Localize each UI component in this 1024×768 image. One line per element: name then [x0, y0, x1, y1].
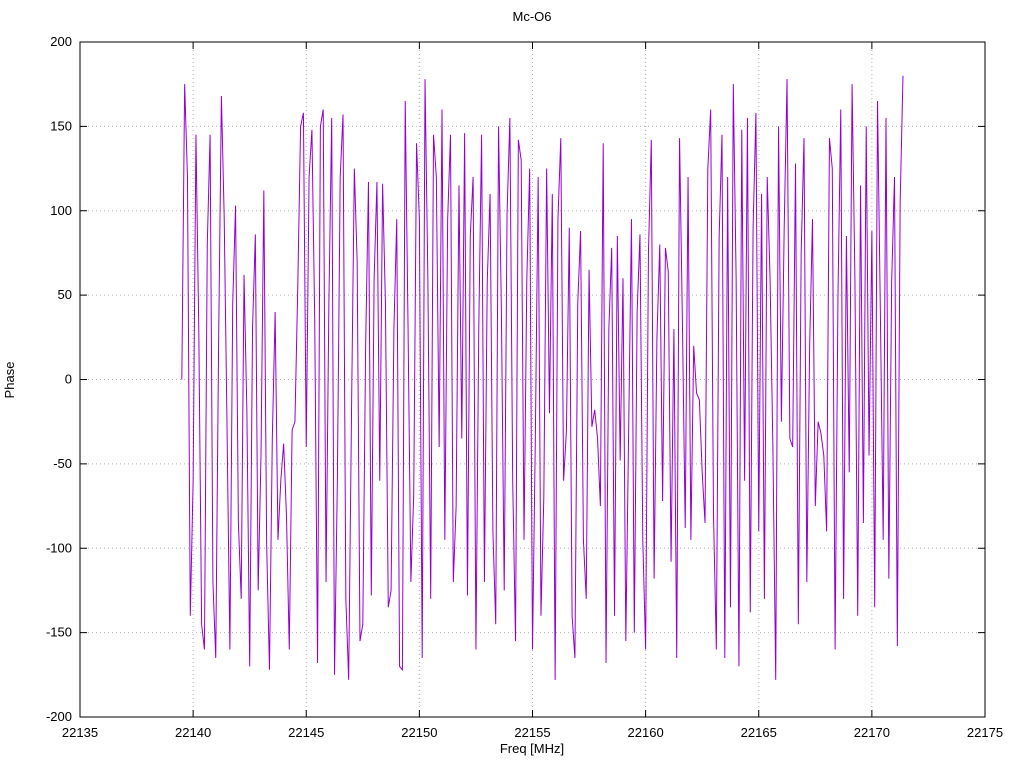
- x-tick-label: 22160: [628, 725, 664, 740]
- x-tick-label: 22170: [854, 725, 890, 740]
- axis-label-layer: Mc-O6 Freq [MHz] Phase: [2, 9, 564, 756]
- y-tick-label: -150: [46, 625, 72, 640]
- y-tick-label: 100: [50, 203, 72, 218]
- y-tick-label: -100: [46, 540, 72, 555]
- y-tick-label: 150: [50, 118, 72, 133]
- data-layer: [181, 75, 904, 680]
- y-tick-label: -200: [46, 709, 72, 724]
- x-tick-label: 22175: [967, 725, 1003, 740]
- phase-data-line: [181, 75, 904, 680]
- y-tick-label: 0: [65, 372, 72, 387]
- x-tick-label: 22140: [175, 725, 211, 740]
- x-tick-label: 22155: [514, 725, 550, 740]
- y-axis-label: Phase: [2, 362, 17, 399]
- x-tick-label: 22135: [62, 725, 98, 740]
- y-tick-label: 50: [58, 287, 72, 302]
- x-tick-label: 22150: [401, 725, 437, 740]
- x-tick-label: 22145: [288, 725, 324, 740]
- y-tick-label: -50: [53, 456, 72, 471]
- y-tick-label: 200: [50, 34, 72, 49]
- plot-border: [79, 41, 986, 718]
- x-tick-label: 22165: [741, 725, 777, 740]
- tick-label-layer: 22135 22140 22145 22150 22155 22160 22165 22170…: [46, 34, 1003, 740]
- chart-title: Mc-O6: [513, 9, 552, 24]
- x-axis-label: Freq [MHz]: [500, 741, 564, 756]
